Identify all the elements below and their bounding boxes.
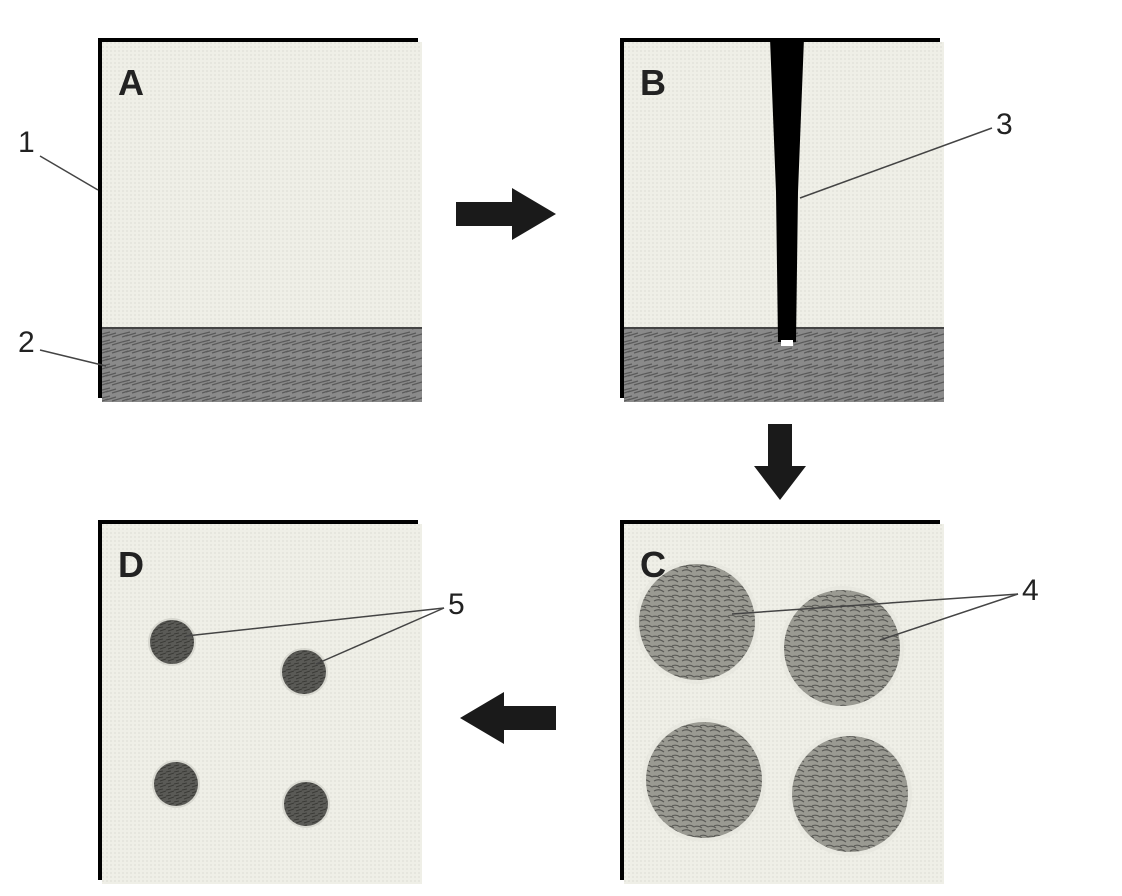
callout-lines [0,0,1122,896]
